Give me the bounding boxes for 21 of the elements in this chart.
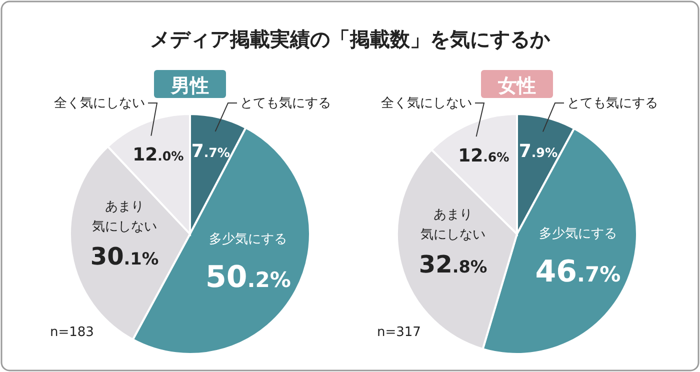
data-label: 30.1% <box>90 242 159 270</box>
slice-label: あまり気にしない <box>92 199 158 234</box>
chart-title: 男性 <box>170 75 209 97</box>
slice-label: とても気にする <box>567 96 658 111</box>
text: メディア掲載実績の「掲載数」を気にするか <box>150 27 551 51</box>
data-label: 46.7% <box>535 254 621 290</box>
slice-label: 全く気にしない <box>54 96 145 111</box>
data-label: 12.0% <box>132 144 184 166</box>
slice-label: とても気にする <box>240 96 331 111</box>
slice-label: あまり気にしない <box>420 207 486 242</box>
data-label: 32.8% <box>418 250 488 278</box>
text: n=317 <box>377 325 421 340</box>
chart-title: 女性 <box>497 75 536 97</box>
data-label: 12.6% <box>458 145 510 166</box>
data-label: 50.2% <box>206 260 291 296</box>
text: n=183 <box>50 325 94 340</box>
slice-label: 多少気にする <box>209 232 288 248</box>
slice-label: 全く気にしない <box>381 96 472 111</box>
slice-label: 多少気にする <box>538 226 617 242</box>
data-label: 7.9% <box>518 141 558 162</box>
data-label: 7.7% <box>191 141 230 162</box>
